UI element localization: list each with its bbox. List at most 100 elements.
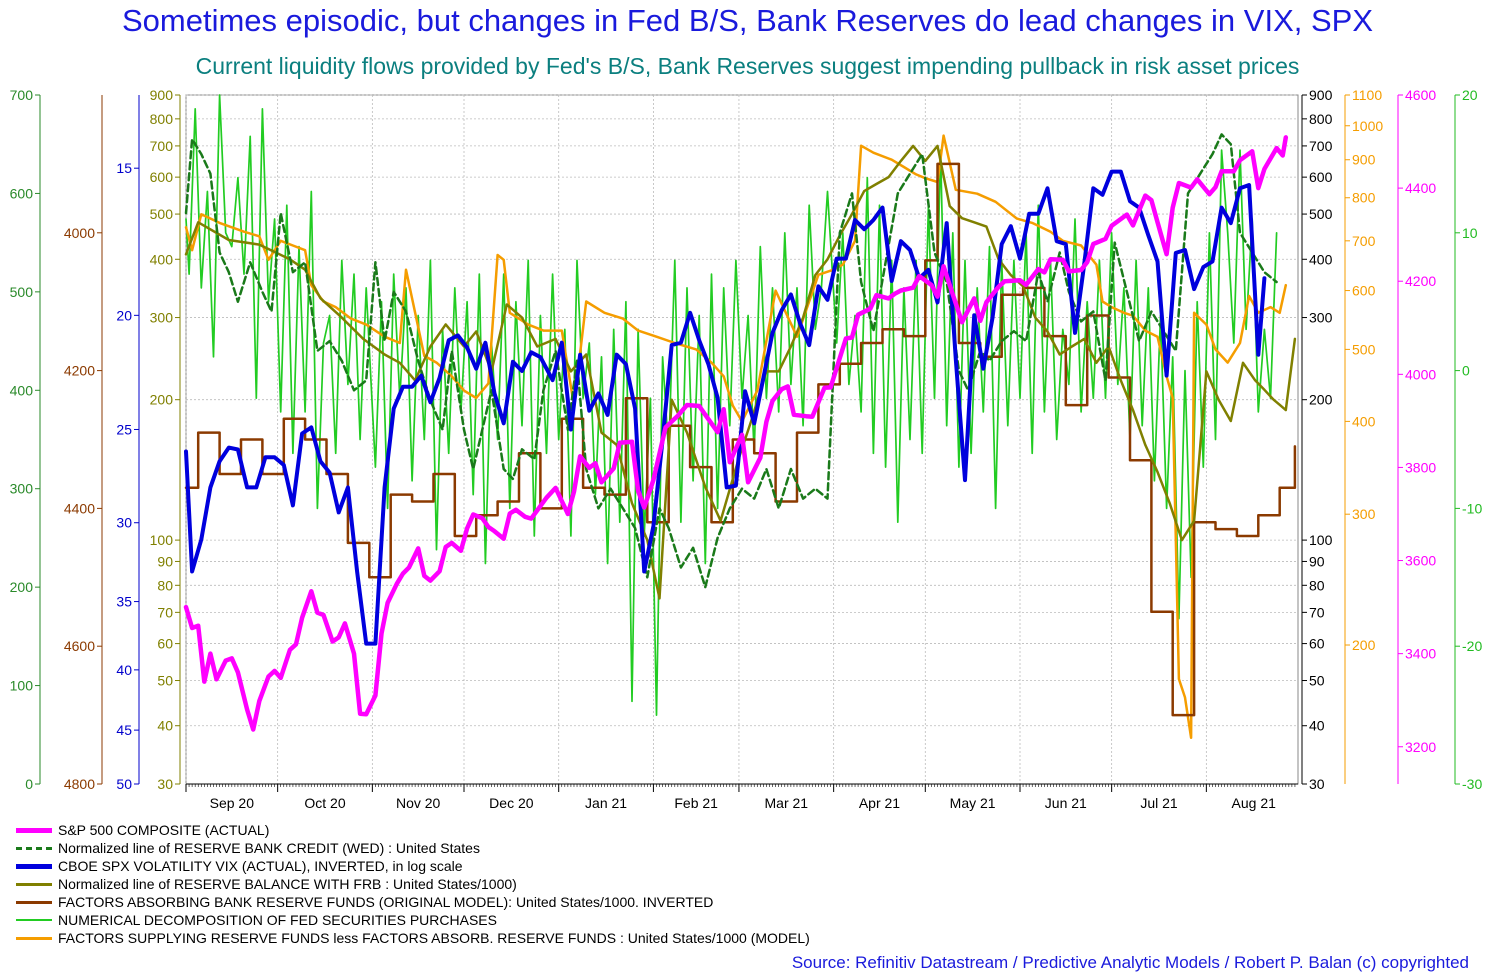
- legend-item: Normalized line of RESERVE BANK CREDIT (…: [16, 839, 810, 857]
- y-tick-label: 50: [157, 673, 173, 689]
- y-tick-label: 20: [1462, 87, 1478, 103]
- y-tick-label: 4800: [64, 776, 95, 792]
- y-tick-label: 30: [157, 776, 173, 792]
- y-tick-label: 200: [1352, 637, 1376, 653]
- x-tick-label: Dec 20: [489, 795, 534, 811]
- x-tick-label: Jun 21: [1045, 795, 1087, 811]
- y-tick-label: 800: [1352, 190, 1376, 206]
- y-tick-label: 4000: [64, 225, 95, 241]
- y-tick-label: 500: [1309, 206, 1333, 222]
- y-tick-label: 25: [116, 421, 132, 437]
- series-line-3: [184, 144, 1297, 600]
- y-tick-label: 200: [1309, 392, 1333, 408]
- x-tick-label: Jul 21: [1140, 795, 1178, 811]
- y-tick-label: 600: [10, 185, 34, 201]
- x-tick-label: May 21: [950, 795, 996, 811]
- y-tick-label: 0: [25, 776, 33, 792]
- series-line-1: [184, 133, 1278, 589]
- series-line-4: [184, 162, 1297, 717]
- y-tick-label: 900: [150, 87, 174, 103]
- y-tick-label: 50: [1309, 673, 1325, 689]
- y-tick-label: 600: [1352, 283, 1376, 299]
- y-tick-label: 600: [150, 169, 174, 185]
- legend: S&P 500 COMPOSITE (ACTUAL) Normalized lin…: [16, 821, 810, 947]
- y-tick-label: 300: [1309, 310, 1333, 326]
- y-tick-label: 900: [1309, 87, 1333, 103]
- y-tick-label: 400: [1352, 413, 1376, 429]
- y-tick-label: 100: [10, 678, 34, 694]
- y-tick-label: 20: [116, 307, 132, 323]
- y-tick-label: 3800: [1405, 459, 1436, 475]
- y-tick-label: 1100: [1352, 87, 1382, 103]
- series-line-2: [184, 169, 1267, 646]
- y-tick-label: 700: [1352, 233, 1376, 249]
- y-tick-label: 3400: [1405, 646, 1436, 662]
- y-tick-label: 4600: [64, 638, 95, 654]
- y-tick-label: 500: [1352, 341, 1376, 357]
- y-tick-label: 800: [150, 111, 174, 127]
- y-tick-label: 60: [1309, 636, 1325, 652]
- y-tick-label: 200: [10, 579, 34, 595]
- y-tick-label: 700: [1309, 138, 1333, 154]
- legend-swatch: [16, 846, 52, 850]
- y-tick-label: 500: [10, 284, 34, 300]
- y-tick-label: 1000: [1352, 118, 1383, 134]
- axes: 0 100 200 300 400 500 600 700 4000 4200 4400 4600 48…: [10, 87, 1483, 792]
- y-tick-label: 3600: [1405, 553, 1436, 569]
- y-tick-label: 10: [1462, 225, 1478, 241]
- y-tick-label: 70: [1309, 604, 1325, 620]
- y-tick-label: 35: [116, 594, 132, 610]
- legend-swatch: [16, 936, 52, 940]
- y-tick-label: 700: [150, 138, 174, 154]
- y-tick-label: -20: [1462, 638, 1482, 654]
- legend-item: FACTORS SUPPLYING RESERVE FUNDS less FAC…: [16, 929, 810, 947]
- legend-label: S&P 500 COMPOSITE (ACTUAL): [58, 822, 270, 838]
- y-tick-label: 70: [157, 604, 173, 620]
- y-tick-label: 15: [116, 160, 132, 176]
- y-tick-label: 4200: [1405, 273, 1436, 289]
- x-tick-label: Jan 21: [585, 795, 627, 811]
- x-tick-label: Nov 20: [396, 795, 441, 811]
- y-tick-label: -30: [1462, 776, 1482, 792]
- y-tick-label: 80: [1309, 577, 1325, 593]
- legend-label: Normalized line of RESERVE BALANCE WITH …: [58, 876, 517, 892]
- source-credit: Source: Refinitiv Datastream / Predictiv…: [791, 953, 1469, 972]
- y-tick-label: 100: [1309, 532, 1333, 548]
- legend-swatch: [16, 863, 52, 869]
- y-tick-label: 900: [1352, 152, 1376, 168]
- y-tick-label: 3200: [1405, 739, 1436, 755]
- y-tick-label: 300: [10, 481, 34, 497]
- y-tick-label: 4200: [64, 363, 95, 379]
- legend-item: Normalized line of RESERVE BALANCE WITH …: [16, 875, 810, 893]
- x-tick-label: Mar 21: [765, 795, 809, 811]
- x-tick-label: Aug 21: [1232, 795, 1277, 811]
- chart-title: Sometimes episodic, but changes in Fed B…: [121, 3, 1374, 38]
- y-tick-label: 45: [116, 722, 132, 738]
- y-tick-label: 4000: [1405, 366, 1436, 382]
- legend-label: Normalized line of RESERVE BANK CREDIT (…: [58, 840, 480, 856]
- x-tick-label: Oct 20: [304, 795, 345, 811]
- legend-label: NUMERICAL DECOMPOSITION OF FED SECURITIE…: [58, 912, 497, 928]
- series-line-6: [184, 134, 1288, 740]
- legend-item: FACTORS ABSORBING BANK RESERVE FUNDS (OR…: [16, 893, 810, 911]
- y-tick-label: 90: [157, 553, 173, 569]
- y-tick-label: 4600: [1405, 87, 1436, 103]
- y-tick-label: 4400: [64, 500, 95, 516]
- x-axis: Sep 20 Oct 20 Nov 20 Dec 20 Jan 21 Feb 21 Mar …: [185, 783, 1298, 811]
- y-tick-label: 40: [116, 662, 132, 678]
- y-tick-label: 4400: [1405, 180, 1436, 196]
- y-tick-label: -10: [1462, 500, 1482, 516]
- x-tick-label: Sep 20: [210, 795, 255, 811]
- y-tick-label: 40: [1309, 718, 1325, 734]
- chart-subtitle: Current liquidity flows provided by Fed'…: [195, 53, 1300, 79]
- y-tick-label: 50: [116, 776, 132, 792]
- legend-swatch: [16, 900, 52, 904]
- legend-label: FACTORS SUPPLYING RESERVE FUNDS less FAC…: [58, 930, 810, 946]
- y-tick-label: 500: [150, 206, 174, 222]
- y-tick-label: 30: [1309, 776, 1325, 792]
- y-tick-label: 40: [157, 718, 173, 734]
- y-tick-label: 400: [10, 382, 34, 398]
- legend-swatch: [16, 827, 52, 833]
- x-tick-label: Feb 21: [674, 795, 718, 811]
